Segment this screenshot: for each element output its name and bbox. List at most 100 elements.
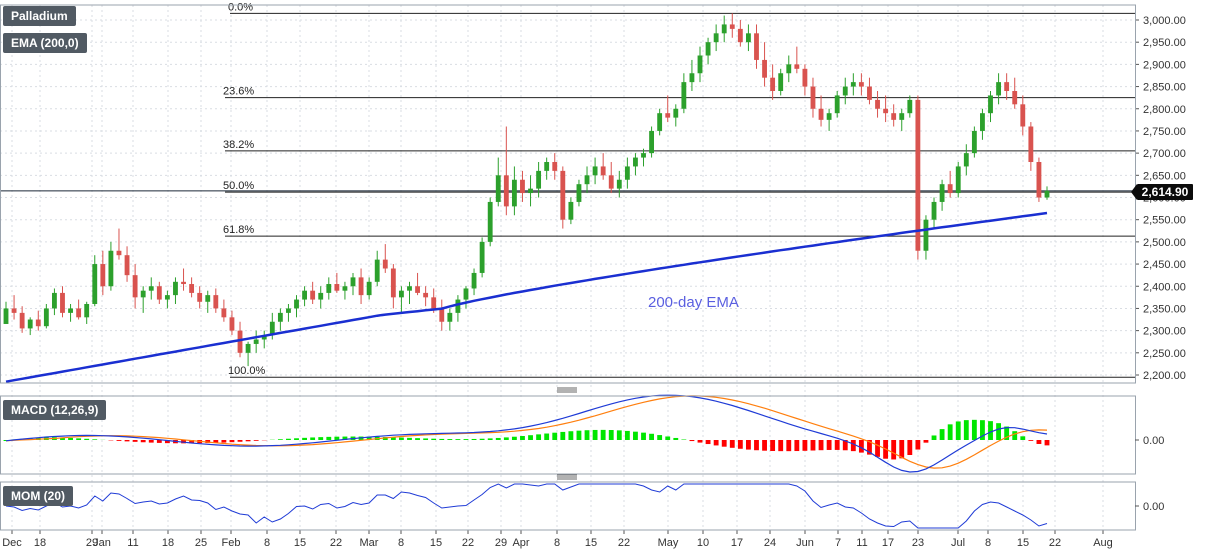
price-pane-border: [0, 4, 1136, 384]
candle-body: [374, 259, 380, 282]
candle-body: [92, 264, 98, 304]
candle-body: [616, 179, 622, 189]
candle-body: [342, 286, 348, 291]
candle-body: [253, 339, 259, 344]
candle-body: [907, 99, 913, 114]
candle-body: [899, 113, 905, 120]
mom-y-tick-label: 0.00: [1143, 501, 1164, 513]
candle-body: [108, 250, 114, 287]
macd-histogram-bar: [810, 440, 816, 451]
macd-histogram-bar: [156, 440, 162, 443]
candle-body: [600, 166, 606, 176]
candle-body: [665, 113, 671, 118]
macd-histogram-bar: [576, 430, 582, 440]
macd-histogram-bar: [528, 435, 533, 440]
macd-histogram-bar: [689, 440, 695, 442]
macd-histogram-bar: [834, 440, 840, 450]
macd-histogram-bar: [221, 440, 227, 443]
candle-body: [923, 219, 929, 251]
macd-histogram-bar: [665, 436, 671, 440]
candle-body: [213, 295, 219, 309]
macd-histogram-bar: [931, 435, 937, 440]
y-tick-label: 2,350.00: [1143, 303, 1186, 315]
candle-body: [721, 24, 727, 34]
candle-body: [326, 284, 332, 293]
candle-body: [939, 184, 945, 202]
macd-histogram-bar: [431, 438, 437, 440]
ema-indicator-label[interactable]: EMA (200,0): [3, 33, 87, 53]
candle-body: [487, 201, 493, 242]
candle-body: [310, 290, 316, 300]
macd-histogram-bar: [455, 439, 461, 440]
x-tick-label: Apr: [512, 537, 529, 549]
candle-body: [673, 108, 679, 118]
candle-body: [552, 162, 558, 171]
macd-histogram-bar: [84, 438, 90, 440]
y-tick-label: 2,500.00: [1143, 237, 1186, 249]
instrument-label[interactable]: Palladium: [3, 6, 76, 26]
macd-histogram-bar: [705, 440, 711, 445]
macd-histogram-bar: [923, 440, 929, 443]
macd-histogram-bar: [544, 433, 550, 440]
candle-body: [68, 308, 73, 313]
candle-body: [1004, 82, 1010, 91]
macd-histogram-bar: [479, 438, 485, 440]
candle-body: [729, 24, 735, 29]
macd-histogram-bar: [963, 420, 969, 440]
macd-histogram-bar: [624, 430, 630, 440]
candle-body: [681, 82, 687, 109]
candle-body: [931, 201, 937, 220]
macd-histogram-bar: [818, 440, 824, 451]
ema-200-line: [5, 211, 1048, 383]
candle-body: [955, 166, 961, 194]
macd-histogram-bar: [423, 438, 429, 440]
candle-body: [697, 55, 703, 74]
macd-histogram-bar: [60, 437, 65, 440]
macd-histogram-bar: [463, 439, 469, 440]
macd-pane: [3, 394, 1050, 473]
macd-histogram-bar: [641, 432, 646, 440]
macd-histogram-bar: [915, 440, 921, 450]
x-tick-label: 8: [985, 537, 991, 549]
x-tick-label: 11: [127, 537, 138, 549]
candle-body: [334, 284, 340, 291]
candle-body: [980, 113, 985, 131]
x-tick-label: Mar: [360, 537, 379, 549]
grid-lines: [0, 5, 1135, 530]
candle-body: [84, 304, 90, 318]
mom-indicator-label[interactable]: MOM (20): [3, 486, 73, 506]
macd-pane-border: [0, 395, 1136, 475]
candle-body: [770, 77, 776, 91]
macd-histogram-bar: [1028, 440, 1034, 441]
macd-histogram-bar: [92, 439, 98, 440]
macd-histogram-bar: [511, 436, 517, 440]
y-tick-label: 2,650.00: [1143, 170, 1186, 182]
macd-histogram-bar: [520, 435, 525, 440]
candle-body: [100, 264, 106, 287]
macd-histogram-bar: [737, 440, 743, 449]
candle-body: [27, 319, 33, 329]
candle-body: [576, 184, 582, 202]
x-tick-label: 18: [34, 537, 46, 549]
macd-indicator-label[interactable]: MACD (12,26,9): [3, 400, 107, 420]
macd-histogram-bar: [310, 437, 316, 440]
macd-histogram-bar: [980, 420, 985, 440]
x-tick-label: Feb: [222, 537, 241, 549]
candle-body: [221, 308, 227, 318]
candle-body: [745, 33, 751, 43]
candle-body: [641, 153, 646, 158]
candle-body: [132, 275, 138, 298]
macd-histogram-bar: [245, 440, 251, 442]
macd-histogram-bar: [407, 437, 412, 440]
candle-body: [536, 170, 542, 189]
candles: [3, 13, 1050, 367]
macd-histogram-bar: [633, 431, 638, 440]
x-tick-label: 17: [882, 537, 894, 549]
y-tick-label: 2,700.00: [1143, 148, 1186, 160]
candle-body: [148, 286, 154, 291]
fib-label: 23.6%: [223, 86, 254, 98]
candle-body: [850, 82, 856, 87]
macd-histogram-bar: [342, 436, 348, 440]
fib-label: 0.0%: [228, 1, 253, 13]
